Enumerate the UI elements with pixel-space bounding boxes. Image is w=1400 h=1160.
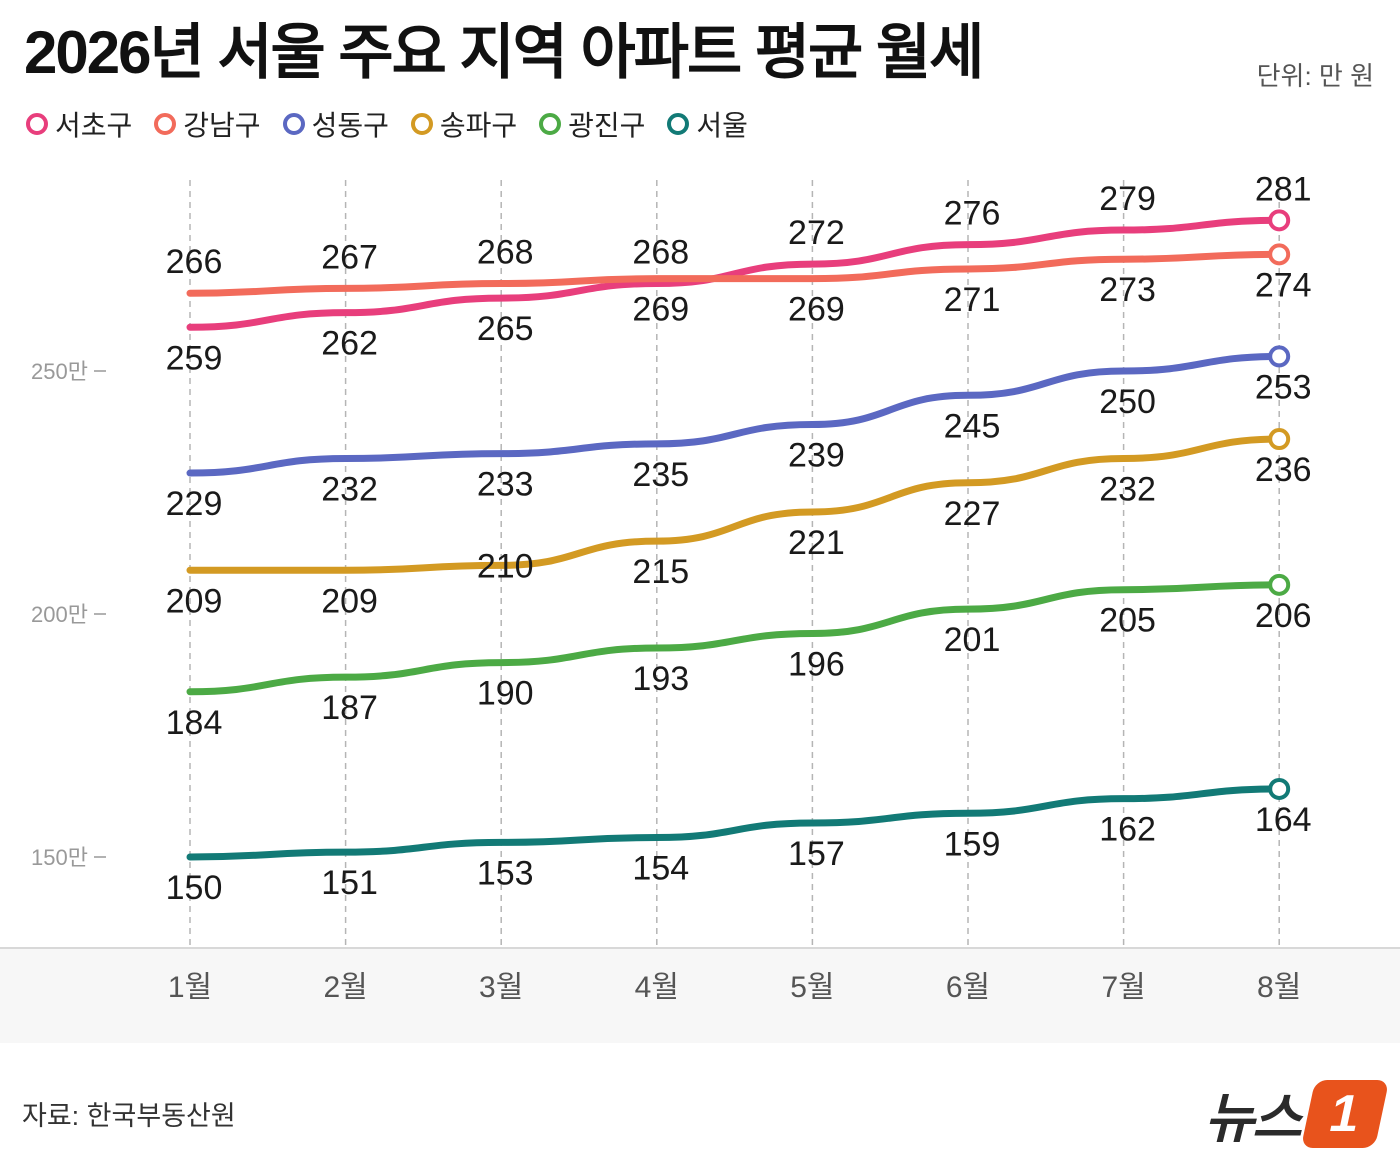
series-end-marker [1268, 243, 1291, 266]
logo-mark: 1 [1300, 1079, 1390, 1148]
data-label: 259 [166, 339, 223, 377]
data-label: 265 [477, 310, 534, 348]
x-tick-label: 3월 [479, 971, 523, 1004]
data-label: 279 [1099, 180, 1156, 218]
x-tick-label: 7월 [1101, 971, 1145, 1004]
series-line [186, 581, 1283, 696]
data-label: 245 [944, 407, 1001, 445]
legend-item: 성동구 [282, 104, 389, 144]
source-note: 자료: 한국부동산원 [22, 1101, 236, 1131]
data-label: 239 [788, 436, 845, 474]
data-label: 164 [1255, 801, 1312, 839]
data-label: 206 [1255, 597, 1312, 635]
data-label: 232 [1099, 470, 1156, 508]
y-tick-label: 200만 [31, 602, 88, 627]
y-tick-label: 250만 [31, 359, 88, 384]
data-label: 154 [632, 850, 689, 888]
data-label: 229 [166, 485, 223, 523]
data-label: 235 [632, 456, 689, 494]
series-end-marker [1268, 573, 1291, 596]
data-label: 273 [1099, 271, 1156, 309]
data-label: 187 [321, 689, 378, 727]
data-label: 151 [321, 864, 378, 902]
x-tick-label: 6월 [946, 971, 990, 1004]
legend-marker [154, 113, 177, 135]
data-label: 205 [1099, 602, 1156, 640]
axis-band [0, 948, 1400, 1043]
legend-marker [282, 113, 305, 135]
data-label: 153 [477, 854, 534, 892]
data-label: 272 [788, 214, 845, 252]
series-end-marker [1268, 345, 1291, 368]
data-label: 210 [477, 547, 534, 585]
legend-item: 강남구 [154, 104, 261, 144]
legend-marker [667, 113, 690, 135]
data-label: 276 [944, 195, 1001, 233]
data-label: 193 [632, 660, 689, 698]
logo-text: 뉴스 [1204, 1089, 1302, 1149]
data-label: 215 [632, 553, 689, 591]
x-tick-label: 2월 [323, 971, 367, 1004]
legend-marker [539, 113, 562, 135]
data-label: 209 [321, 582, 378, 620]
data-label: 266 [166, 243, 223, 281]
data-label: 227 [944, 495, 1001, 533]
data-label: 150 [166, 869, 223, 907]
legend-marker [26, 113, 48, 135]
data-label: 269 [632, 291, 689, 329]
legend-item: 서울 [667, 104, 748, 144]
data-label: 159 [944, 825, 1001, 863]
y-tick-label: 150만 [31, 845, 88, 870]
data-label: 221 [788, 524, 845, 562]
legend-item: 송파구 [410, 104, 518, 144]
x-tick-label: 5월 [790, 971, 834, 1004]
legend-label: 서초구 [55, 110, 133, 141]
legend-label: 강남구 [183, 110, 261, 141]
series-end-marker [1268, 777, 1291, 800]
series-line [186, 352, 1283, 477]
data-label: 269 [788, 291, 845, 329]
series-end-marker [1268, 209, 1291, 232]
data-label: 196 [788, 645, 845, 683]
data-label: 233 [477, 466, 534, 504]
legend-label: 서울 [696, 110, 748, 141]
data-label: 201 [944, 621, 1001, 659]
data-label: 262 [321, 325, 378, 363]
legend-item: 광진구 [539, 104, 645, 144]
data-label: 236 [1255, 451, 1312, 489]
legend-label: 광진구 [568, 110, 646, 141]
x-tick-label: 8월 [1257, 971, 1301, 1004]
legend-item: 서초구 [26, 104, 132, 144]
data-label: 250 [1099, 383, 1156, 421]
data-label: 184 [166, 704, 223, 742]
unit-label: 단위: 만 원 [1256, 61, 1374, 91]
legend-label: 성동구 [311, 110, 389, 141]
series-line [186, 785, 1283, 861]
legend-marker [410, 113, 433, 135]
news1-logo: 뉴스 1 [1204, 1074, 1390, 1153]
series-end-marker [1268, 428, 1291, 451]
data-label: 232 [321, 470, 378, 508]
series-line [186, 250, 1283, 297]
data-label: 162 [1099, 811, 1156, 849]
legend: 서초구 강남구 성동구 송파구 광진구 서울 [26, 104, 748, 144]
data-label: 268 [477, 234, 534, 272]
legend-label: 송파구 [439, 110, 518, 141]
data-label: 253 [1255, 368, 1312, 406]
series-line [186, 435, 1283, 574]
chart-title: 2026년 서울 주요 지역 아파트 평균 월세 [24, 19, 984, 86]
data-label: 190 [477, 675, 534, 713]
data-label: 271 [944, 281, 1001, 319]
x-tick-label: 1월 [168, 971, 212, 1004]
data-label: 157 [788, 835, 845, 873]
series-line [186, 216, 1283, 331]
data-label: 209 [166, 582, 223, 620]
data-label: 281 [1255, 170, 1312, 208]
x-tick-label: 4월 [635, 971, 679, 1004]
data-label: 268 [632, 234, 689, 272]
data-label: 267 [321, 238, 378, 276]
data-label: 274 [1255, 266, 1312, 304]
